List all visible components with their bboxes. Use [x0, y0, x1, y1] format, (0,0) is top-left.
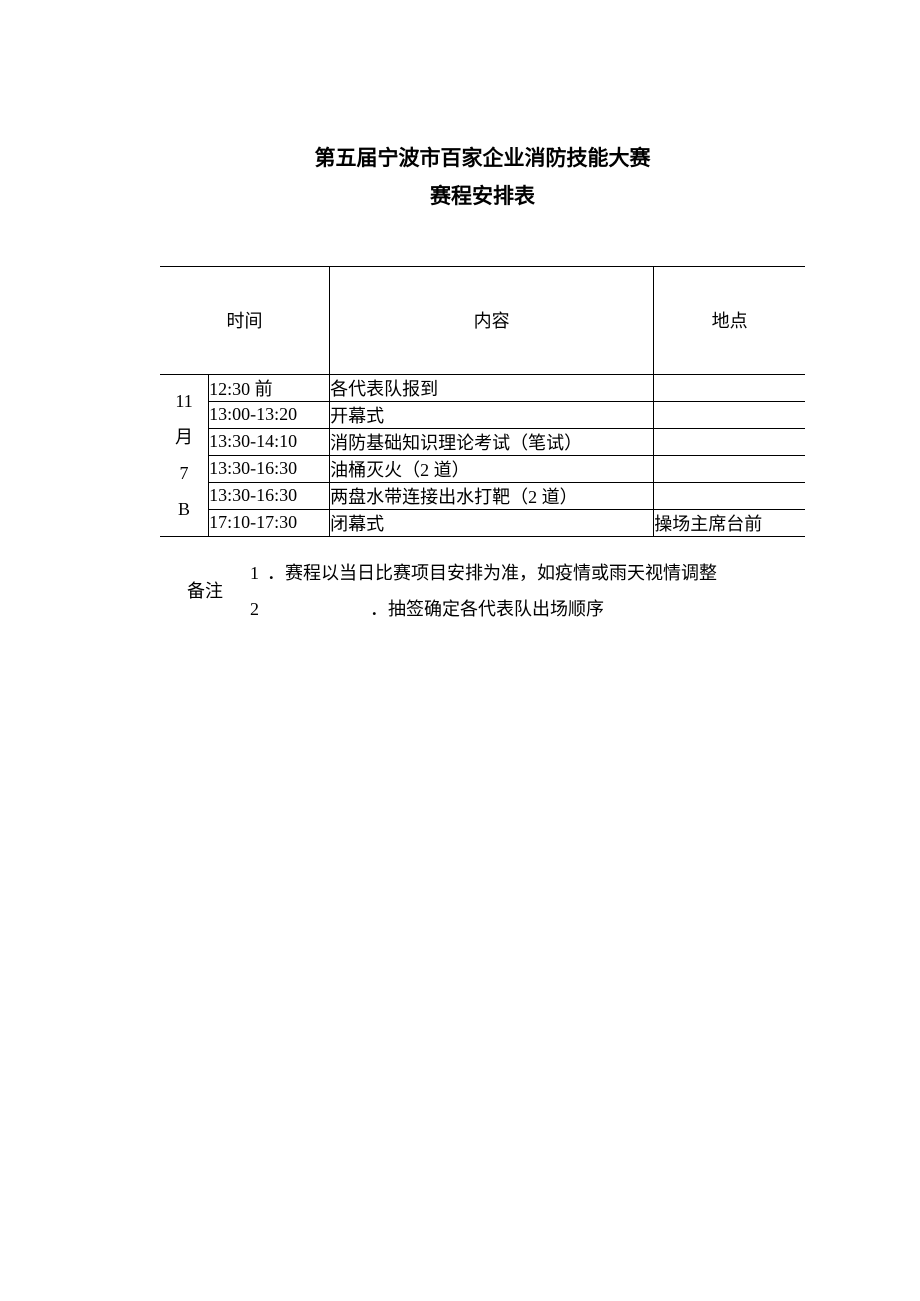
cell-location: 操场主席台前	[654, 509, 805, 536]
cell-time: 12:30 前	[209, 374, 330, 401]
table-row: 13:00-13:20 开幕式	[160, 401, 805, 428]
note-number: 1	[250, 555, 267, 591]
notes-block: 备注 1 ．赛程以当日比赛项目安排为准，如疫情或雨天视情调整 2 ．抽签确定各代…	[160, 555, 805, 627]
cell-content: 消防基础知识理论考试（笔试）	[330, 428, 654, 455]
schedule-table: 时间 内容 地点 11 月 7 B 12:30 前 各代表队报到 13:00-1…	[160, 266, 805, 537]
cell-location	[654, 428, 805, 455]
table-header-row: 时间 内容 地点	[160, 266, 805, 374]
notes-label: 备注	[160, 555, 250, 627]
cell-content: 油桶灭火（2 道）	[330, 455, 654, 482]
cell-time: 13:00-13:20	[209, 401, 330, 428]
cell-location	[654, 401, 805, 428]
header-location: 地点	[654, 266, 805, 374]
cell-time: 13:30-16:30	[209, 482, 330, 509]
cell-location	[654, 374, 805, 401]
header-content: 内容	[330, 266, 654, 374]
table-row: 13:30-16:30 两盘水带连接出水打靶（2 道）	[160, 482, 805, 509]
note-line: 1 ．赛程以当日比赛项目安排为准，如疫情或雨天视情调整	[250, 555, 805, 591]
note-text: ．赛程以当日比赛项目安排为准，如疫情或雨天视情调整	[267, 555, 717, 591]
cell-time: 13:30-14:10	[209, 428, 330, 455]
cell-time: 13:30-16:30	[209, 455, 330, 482]
note-text: ．抽签确定各代表队出场顺序	[370, 591, 604, 627]
table-row: 11 月 7 B 12:30 前 各代表队报到	[160, 374, 805, 401]
table-row: 17:10-17:30 闭幕式 操场主席台前	[160, 509, 805, 536]
document-title-block: 第五届宁波市百家企业消防技能大赛 赛程安排表	[160, 140, 805, 216]
date-label: 11 月 7 B	[160, 383, 208, 527]
cell-content: 各代表队报到	[330, 374, 654, 401]
note-line: 2 ．抽签确定各代表队出场顺序	[250, 591, 805, 627]
date-cell: 11 月 7 B	[160, 374, 209, 536]
cell-content: 两盘水带连接出水打靶（2 道）	[330, 482, 654, 509]
notes-content: 1 ．赛程以当日比赛项目安排为准，如疫情或雨天视情调整 2 ．抽签确定各代表队出…	[250, 555, 805, 627]
cell-content: 开幕式	[330, 401, 654, 428]
cell-location	[654, 455, 805, 482]
note-number: 2	[250, 591, 370, 627]
table-row: 13:30-16:30 油桶灭火（2 道）	[160, 455, 805, 482]
header-time: 时间	[160, 266, 330, 374]
table-row: 13:30-14:10 消防基础知识理论考试（笔试）	[160, 428, 805, 455]
cell-location	[654, 482, 805, 509]
cell-content: 闭幕式	[330, 509, 654, 536]
title-line-2: 赛程安排表	[160, 178, 805, 216]
title-line-1: 第五届宁波市百家企业消防技能大赛	[160, 140, 805, 178]
cell-time: 17:10-17:30	[209, 509, 330, 536]
